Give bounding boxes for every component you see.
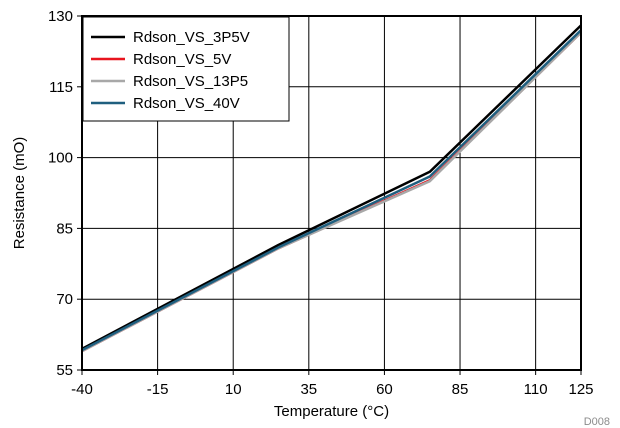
legend-label: Rdson_VS_40V (133, 95, 240, 112)
x-tick-label: 110 (524, 381, 548, 398)
y-tick-label: 130 (48, 8, 73, 25)
x-tick-label: 125 (568, 381, 593, 398)
y-tick-label: 85 (56, 220, 73, 237)
legend: Rdson_VS_3P5V Rdson_VS_5V Rdson_VS_13P5 Rds… (82, 16, 290, 122)
series-line (81, 29, 582, 352)
y-tick-label: 115 (49, 79, 73, 96)
y-tick-label: 100 (48, 150, 73, 167)
legend-label: Rdson_VS_3P5V (133, 29, 250, 46)
y-tick-label: 55 (56, 362, 73, 379)
x-tick-label: 60 (376, 381, 393, 398)
y-tick-label: 70 (56, 291, 73, 308)
x-tick-label: -15 (147, 381, 169, 398)
x-axis-ticks: -40 -15 10 35 60 85 110 125 (71, 370, 594, 398)
plot-area-frame (81, 15, 582, 371)
series-line (81, 24, 582, 350)
figure-id: D008 (584, 416, 610, 428)
y-axis-ticks: 55 70 85 100 115 130 (48, 8, 82, 379)
legend-label: Rdson_VS_5V (133, 51, 231, 68)
y-axis-title: Resistance (mO) (11, 137, 28, 250)
x-tick-label: -40 (71, 381, 93, 398)
x-tick-label: 85 (452, 381, 469, 398)
legend-label: Rdson_VS_13P5 (133, 73, 248, 90)
series-lines (81, 24, 582, 353)
x-axis-title: Temperature (°C) (274, 403, 389, 420)
x-tick-label: 10 (225, 381, 242, 398)
x-tick-label: 35 (300, 381, 317, 398)
